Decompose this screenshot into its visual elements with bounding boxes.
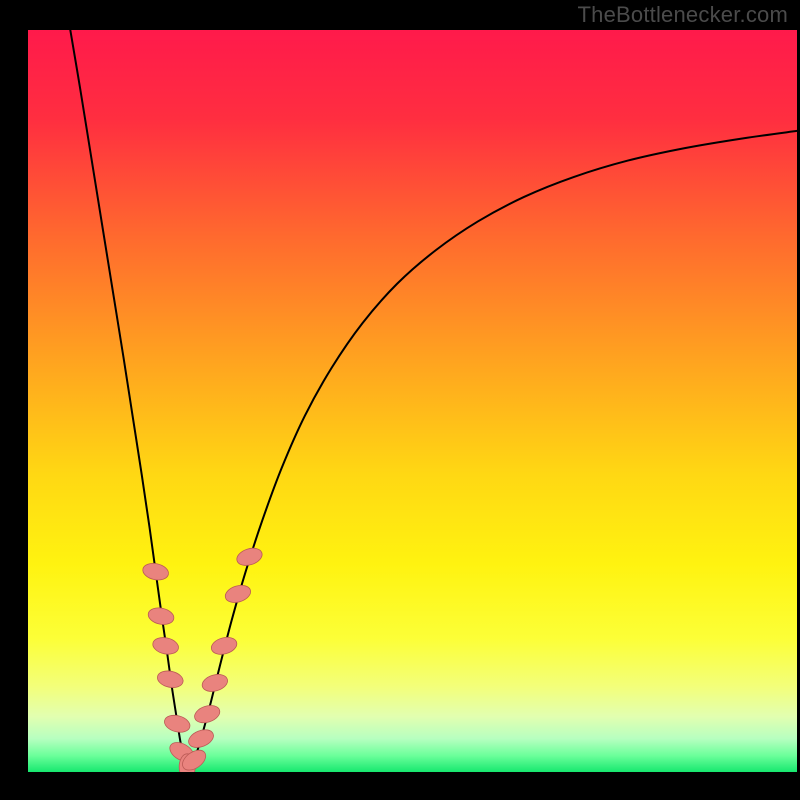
watermark-label: TheBottlenecker.com — [578, 2, 788, 28]
plot-area — [28, 30, 797, 772]
gradient-background — [28, 30, 797, 772]
plot-svg — [28, 30, 797, 772]
bottleneck-chart: TheBottlenecker.com — [0, 0, 800, 800]
